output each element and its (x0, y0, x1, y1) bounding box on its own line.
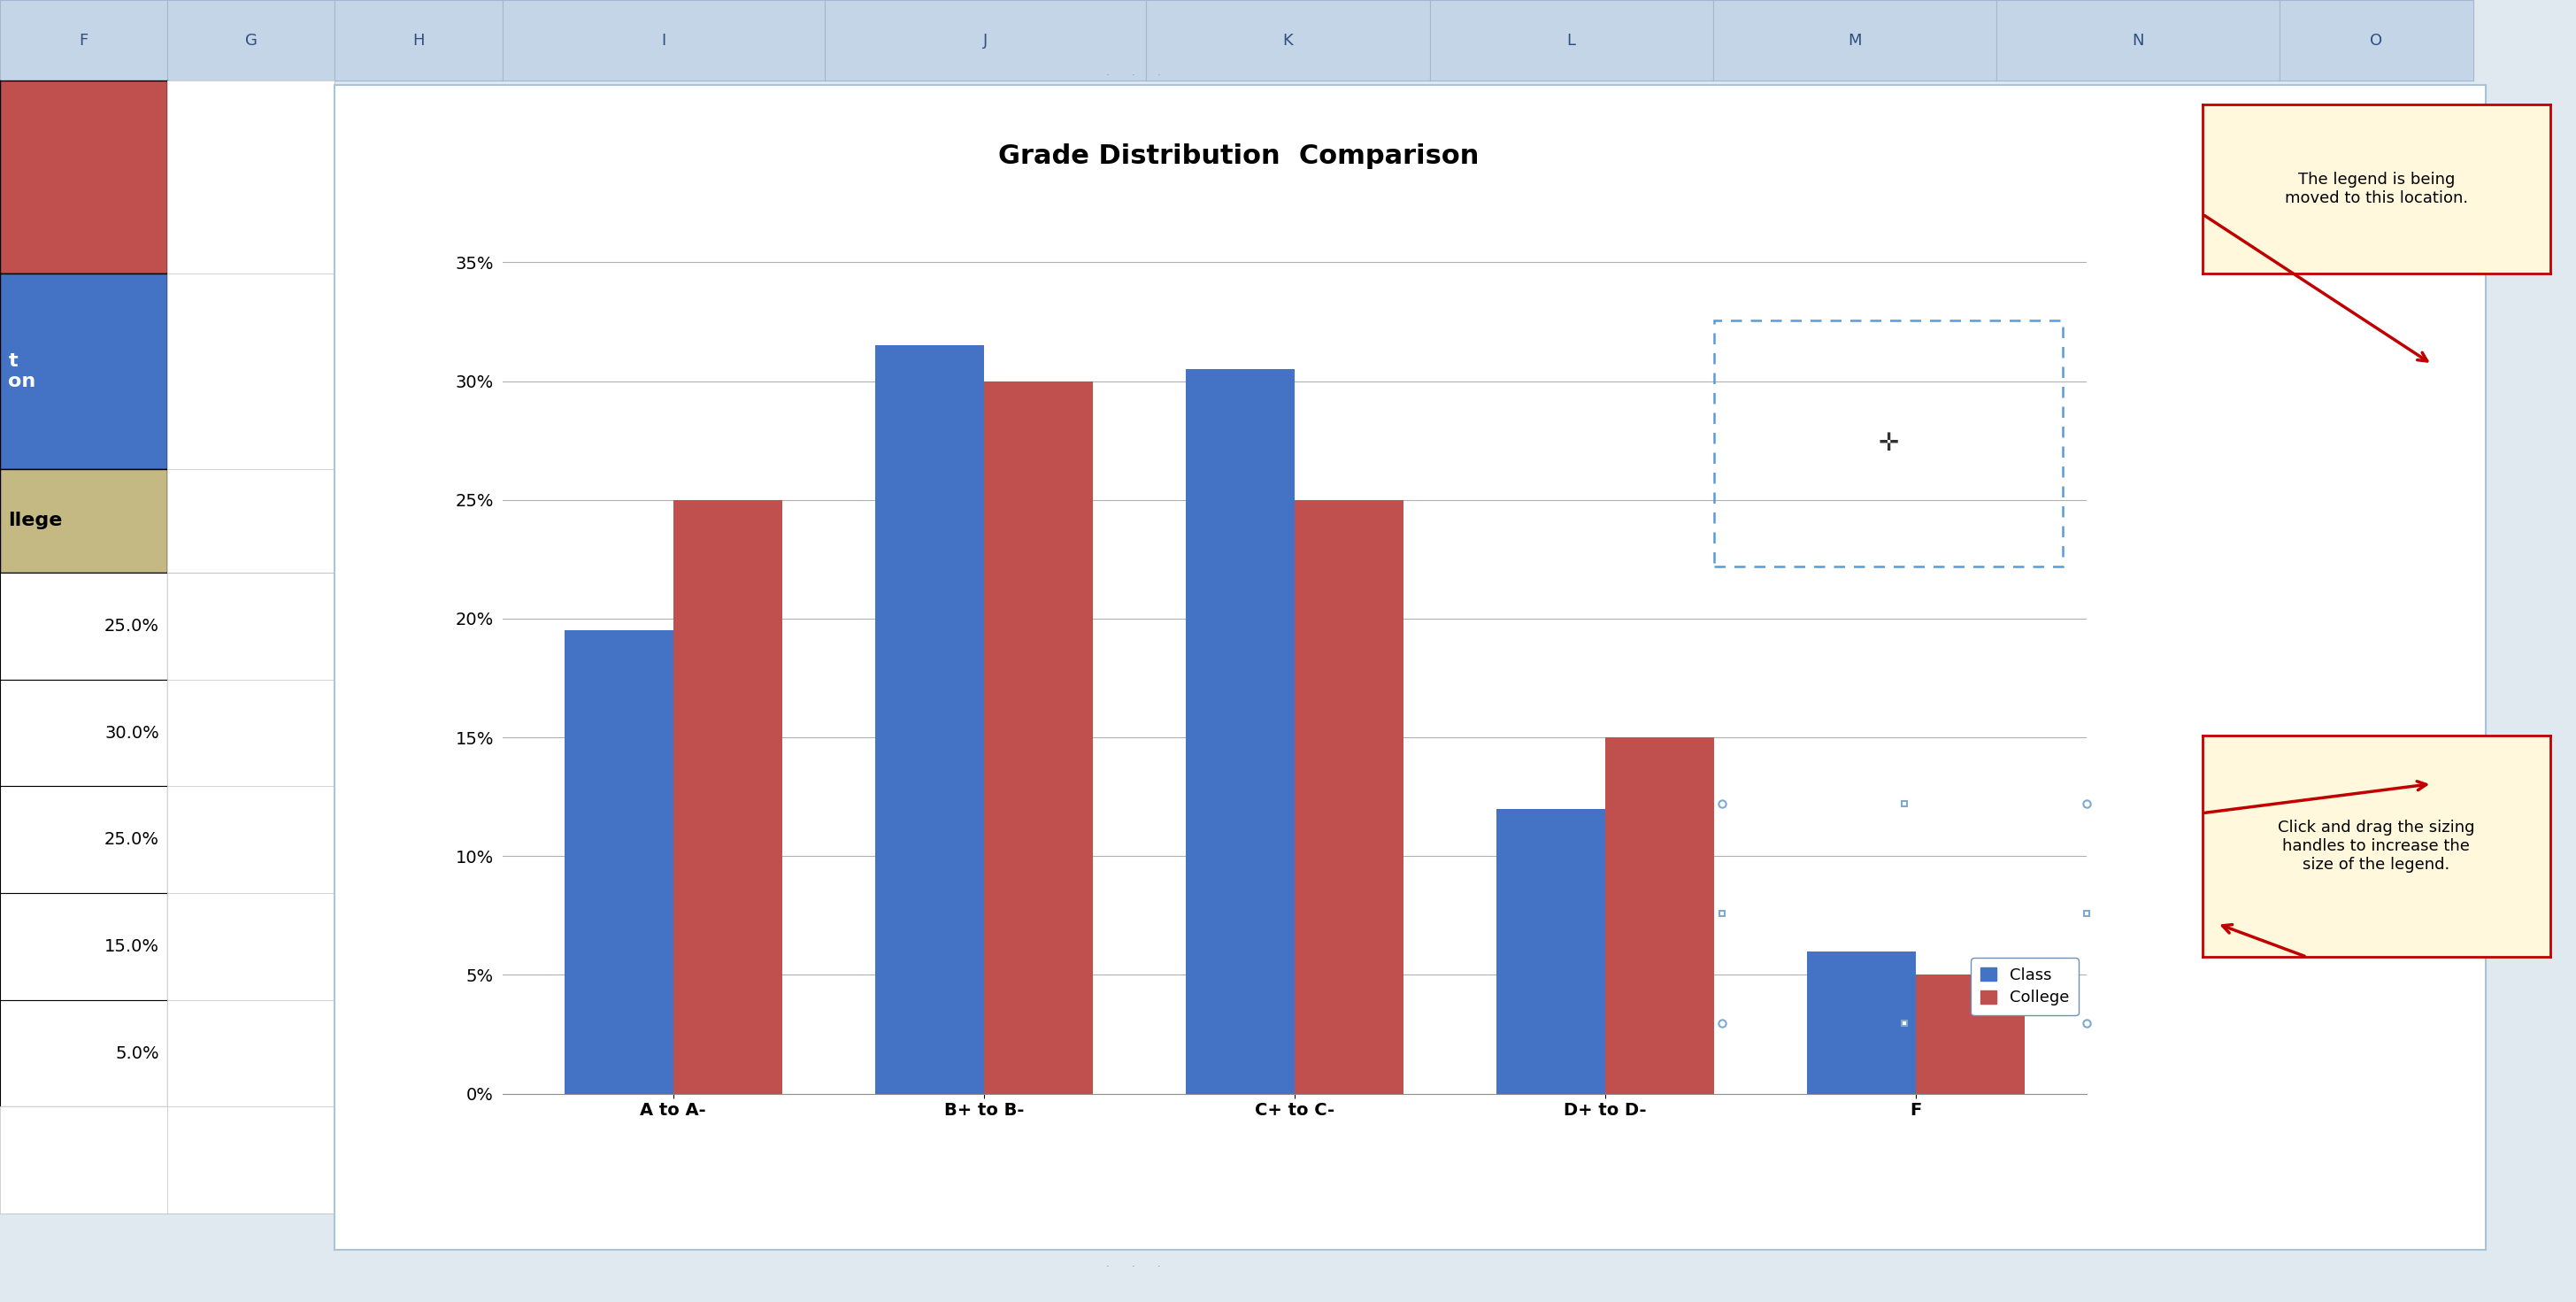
Text: Grade Distribution  Comparison: Grade Distribution Comparison (997, 143, 1479, 169)
Bar (1806, 952, 1917, 1094)
Text: ·: · (1131, 72, 1136, 79)
Text: t
on: t on (8, 352, 36, 391)
Text: ·: · (1105, 1263, 1110, 1271)
Text: 15.0%: 15.0% (103, 939, 160, 954)
Text: ·: · (1157, 72, 1162, 79)
Bar (672, 500, 783, 1094)
Text: ✛: ✛ (1878, 431, 1899, 456)
Text: 30.0%: 30.0% (106, 725, 160, 741)
Text: G: G (245, 33, 258, 48)
Text: ·: · (1131, 1263, 1136, 1271)
Bar (984, 381, 1092, 1094)
Text: 25.0%: 25.0% (103, 832, 160, 848)
Bar (1296, 500, 1404, 1094)
Bar (564, 630, 672, 1094)
Bar (1917, 975, 2025, 1094)
Bar (876, 345, 984, 1094)
Text: ·: · (1157, 1263, 1162, 1271)
Bar (1185, 370, 1296, 1094)
Text: I: I (662, 33, 665, 48)
Text: The legend is being
moved to this location.: The legend is being moved to this locati… (2285, 172, 2468, 206)
Text: N: N (2133, 33, 2143, 48)
Text: 5.0%: 5.0% (116, 1046, 160, 1061)
Text: K: K (1283, 33, 1293, 48)
Text: J: J (984, 33, 987, 48)
Text: O: O (2370, 33, 2383, 48)
Text: llege: llege (8, 512, 62, 530)
Bar (1605, 737, 1713, 1094)
Text: F: F (80, 33, 88, 48)
Text: H: H (412, 33, 425, 48)
Text: Click and drag the sizing
handles to increase the
size of the legend.: Click and drag the sizing handles to inc… (2277, 820, 2476, 872)
Text: 25.0%: 25.0% (103, 618, 160, 634)
Text: L: L (1566, 33, 1577, 48)
Text: M: M (1847, 33, 1862, 48)
Legend: Class, College: Class, College (1971, 958, 2079, 1016)
Bar (1713, 320, 2063, 566)
Text: ·: · (1105, 72, 1110, 79)
Bar (1497, 809, 1605, 1094)
